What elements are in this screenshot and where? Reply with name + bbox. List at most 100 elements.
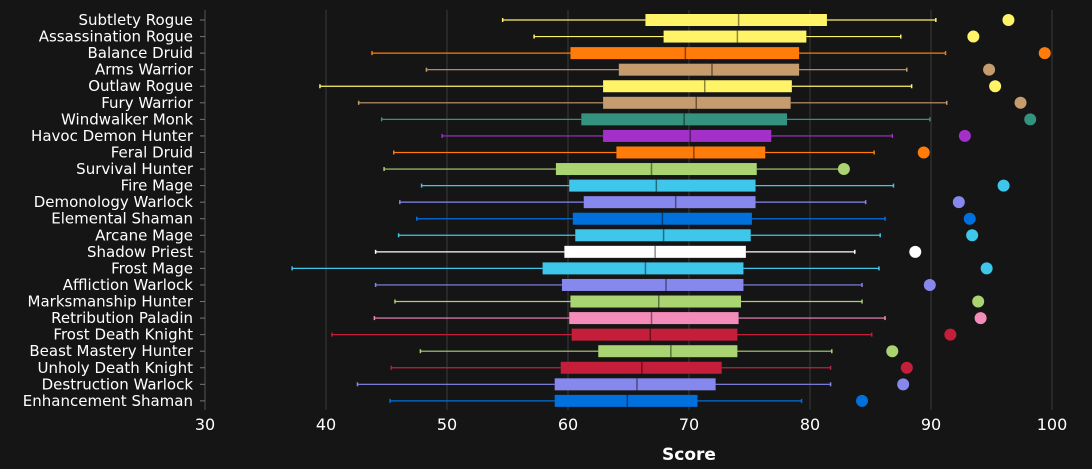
top-score-dot bbox=[923, 278, 936, 291]
top-score-dot bbox=[952, 196, 965, 209]
spec-label: Elemental Shaman bbox=[51, 210, 193, 228]
box-series bbox=[291, 14, 1051, 407]
spec-label: Outlaw Rogue bbox=[88, 77, 193, 95]
box-group bbox=[371, 47, 1051, 60]
box-iqr bbox=[554, 394, 698, 407]
top-score-dot bbox=[974, 312, 987, 325]
box-iqr bbox=[570, 47, 800, 60]
box-group bbox=[319, 80, 1002, 93]
spec-label: Marksmanship Hunter bbox=[28, 293, 194, 311]
spec-label: Fire Mage bbox=[121, 177, 193, 195]
spec-label: Enhancement Shaman bbox=[23, 392, 193, 410]
box-group bbox=[425, 63, 996, 76]
spec-label: Affliction Warlock bbox=[63, 276, 194, 294]
spec-label: Feral Druid bbox=[111, 143, 193, 161]
spec-label: Assassination Rogue bbox=[39, 28, 193, 46]
x-tick-label: 80 bbox=[800, 415, 820, 434]
box-group bbox=[420, 179, 1010, 192]
top-score-dot bbox=[944, 328, 957, 341]
box-group bbox=[373, 312, 987, 325]
x-tick-label: 70 bbox=[679, 415, 699, 434]
top-score-dot bbox=[966, 229, 979, 242]
spec-label: Shadow Priest bbox=[87, 243, 193, 261]
top-score-dot bbox=[909, 245, 922, 258]
top-score-dot bbox=[1002, 14, 1015, 26]
box-group bbox=[399, 196, 965, 209]
top-score-dot bbox=[1038, 47, 1051, 60]
top-score-dot bbox=[963, 212, 976, 225]
box-iqr bbox=[561, 278, 744, 291]
box-group bbox=[383, 163, 850, 176]
x-tick-label: 90 bbox=[921, 415, 941, 434]
box-group bbox=[374, 245, 922, 258]
spec-label: Windwalker Monk bbox=[61, 110, 193, 128]
box-iqr bbox=[603, 96, 791, 109]
x-tick-label: 30 bbox=[195, 415, 215, 434]
x-tick-label: 100 bbox=[1037, 415, 1068, 434]
top-score-dot bbox=[837, 163, 850, 176]
spec-label: Fury Warrior bbox=[101, 94, 194, 112]
box-group bbox=[416, 212, 976, 225]
spec-label: Frost Mage bbox=[111, 259, 193, 277]
box-group bbox=[501, 14, 1015, 26]
spec-label: Balance Druid bbox=[87, 44, 193, 62]
grid-lines bbox=[325, 10, 1053, 410]
box-group bbox=[357, 96, 1027, 109]
spec-label: Frost Death Knight bbox=[53, 326, 193, 344]
top-score-dot bbox=[958, 129, 971, 142]
box-group bbox=[441, 129, 971, 142]
spec-label: Demonology Warlock bbox=[34, 193, 194, 211]
top-score-dot bbox=[980, 262, 993, 275]
x-tick-label: 50 bbox=[437, 415, 457, 434]
box-iqr bbox=[572, 212, 752, 225]
x-axis-title: Score bbox=[662, 445, 716, 465]
box-iqr bbox=[575, 229, 751, 242]
box-iqr bbox=[583, 196, 756, 209]
box-iqr bbox=[560, 361, 722, 374]
top-score-dot bbox=[917, 146, 930, 159]
top-score-dot bbox=[897, 378, 910, 391]
x-tick-label: 40 bbox=[316, 415, 336, 434]
box-iqr bbox=[571, 328, 738, 341]
spec-label: Destruction Warlock bbox=[42, 375, 194, 393]
top-score-dot bbox=[1024, 113, 1037, 126]
box-iqr bbox=[564, 245, 746, 258]
spec-label: Retribution Paladin bbox=[51, 309, 193, 327]
x-tick-label: 60 bbox=[558, 415, 578, 434]
box-group bbox=[356, 378, 910, 391]
spec-label: Subtlety Rogue bbox=[78, 11, 193, 29]
spec-label: Havoc Demon Hunter bbox=[31, 127, 194, 145]
top-score-dot bbox=[1014, 96, 1027, 109]
box-iqr bbox=[618, 63, 800, 76]
box-iqr bbox=[645, 14, 827, 26]
box-group bbox=[374, 278, 936, 291]
top-score-dot bbox=[983, 63, 996, 76]
box-group bbox=[533, 30, 980, 43]
spec-label: Beast Mastery Hunter bbox=[29, 342, 193, 360]
top-score-dot bbox=[997, 179, 1010, 192]
box-iqr bbox=[570, 295, 742, 308]
top-score-dot bbox=[900, 361, 913, 374]
box-group bbox=[393, 146, 930, 159]
box-iqr bbox=[569, 179, 756, 192]
top-score-dot bbox=[989, 80, 1002, 93]
box-group bbox=[397, 229, 979, 242]
box-iqr bbox=[598, 345, 738, 358]
top-score-dot bbox=[856, 394, 869, 407]
spec-label: Survival Hunter bbox=[76, 160, 194, 178]
box-iqr bbox=[555, 163, 757, 176]
top-score-dot bbox=[967, 30, 980, 43]
x-axis-ticks: 30 40 50 60 70 80 90 100 bbox=[195, 415, 1067, 434]
spec-label: Unholy Death Knight bbox=[37, 359, 193, 377]
top-score-dot bbox=[886, 345, 899, 358]
box-iqr bbox=[542, 262, 744, 275]
box-group bbox=[419, 345, 899, 358]
box-group bbox=[331, 328, 957, 341]
box-iqr bbox=[554, 378, 716, 391]
box-iqr bbox=[603, 129, 772, 142]
spec-label: Arms Warrior bbox=[95, 61, 194, 79]
box-iqr bbox=[603, 80, 792, 93]
box-iqr bbox=[663, 30, 807, 43]
